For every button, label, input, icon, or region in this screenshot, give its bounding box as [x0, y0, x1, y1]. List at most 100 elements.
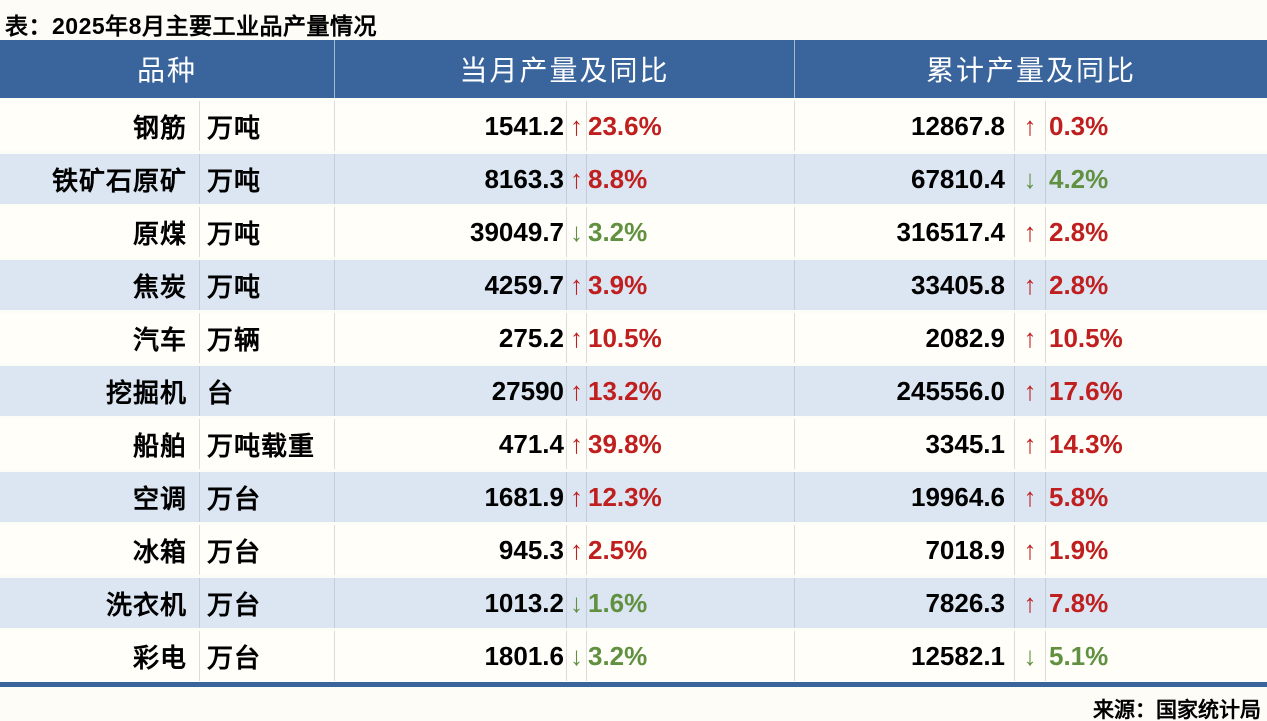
up-arrow-icon: ↑ — [1015, 578, 1046, 628]
product-unit: 万吨 — [200, 207, 335, 257]
cumulative-percent: 0.3% — [1049, 110, 1109, 141]
product-name: 铁矿石原矿 — [0, 154, 200, 204]
table-body: 钢筋 万吨 1541.2 ↑ 23.6% 12867.8 ↑ 0.3% 铁矿石原… — [0, 98, 1267, 681]
cumulative-value: 245556.0 — [795, 366, 1015, 416]
cumulative-value: 7826.3 — [795, 578, 1015, 628]
product-name: 空调 — [0, 472, 200, 522]
up-arrow-icon: ↑ — [1015, 101, 1046, 151]
industrial-output-table: 品种 当月产量及同比 累计产量及同比 钢筋 万吨 1541.2 ↑ 23.6% … — [0, 40, 1267, 681]
bottom-rule — [0, 682, 1267, 687]
product-name: 挖掘机 — [0, 366, 200, 416]
cumulative-percent: 2.8% — [1049, 216, 1109, 247]
table-row: 铁矿石原矿 万吨 8163.3 ↑ 8.8% 67810.4 ↓ 4.2% — [0, 151, 1267, 204]
month-percent: 3.9% — [587, 260, 795, 310]
month-percent: 10.5% — [587, 313, 795, 363]
down-arrow-icon: ↓ — [567, 207, 587, 257]
month-percent: 3.2% — [587, 207, 795, 257]
product-unit: 万台 — [200, 472, 335, 522]
up-arrow-icon: ↑ — [567, 525, 587, 575]
down-arrow-icon: ↓ — [567, 631, 587, 681]
month-percent: 23.6% — [587, 101, 795, 151]
month-value: 1801.6 — [335, 631, 567, 681]
month-percent: 12.3% — [587, 472, 795, 522]
product-name: 钢筋 — [0, 101, 200, 151]
month-value: 27590 — [335, 366, 567, 416]
cumulative-value: 3345.1 — [795, 419, 1015, 469]
up-arrow-icon: ↑ — [1015, 525, 1046, 575]
source-label: 来源：国家统计局 — [1093, 699, 1261, 721]
table-row: 钢筋 万吨 1541.2 ↑ 23.6% 12867.8 ↑ 0.3% — [0, 98, 1267, 151]
up-arrow-icon: ↑ — [567, 419, 587, 469]
cumulative-value: 2082.9 — [795, 313, 1015, 363]
month-percent: 13.2% — [587, 366, 795, 416]
cumulative-value: 19964.6 — [795, 472, 1015, 522]
cumulative-value: 12582.1 — [795, 631, 1015, 681]
month-value: 1541.2 — [335, 101, 567, 151]
product-name: 洗衣机 — [0, 578, 200, 628]
product-name: 冰箱 — [0, 525, 200, 575]
product-name: 原煤 — [0, 207, 200, 257]
month-percent: 3.2% — [587, 631, 795, 681]
cumulative-percent: 5.1% — [1049, 640, 1109, 671]
cumulative-value: 33405.8 — [795, 260, 1015, 310]
cumulative-percent: 2.8% — [1049, 269, 1109, 300]
cumulative-value: 12867.8 — [795, 101, 1015, 151]
month-value: 471.4 — [335, 419, 567, 469]
up-arrow-icon: ↑ — [1015, 313, 1046, 363]
table-title: 表：2025年8月主要工业品产量情况 — [5, 13, 377, 39]
cumulative-percent: 10.5% — [1049, 322, 1123, 353]
table-row: 汽车 万辆 275.2 ↑ 10.5% 2082.9 ↑ 10.5% — [0, 310, 1267, 363]
table-row: 空调 万台 1681.9 ↑ 12.3% 19964.6 ↑ 5.8% — [0, 469, 1267, 522]
month-value: 8163.3 — [335, 154, 567, 204]
month-percent: 8.8% — [587, 154, 795, 204]
month-percent: 1.6% — [587, 578, 795, 628]
up-arrow-icon: ↑ — [1015, 366, 1046, 416]
product-unit: 万台 — [200, 578, 335, 628]
product-name: 彩电 — [0, 631, 200, 681]
header-cumulative-output: 累计产量及同比 — [925, 56, 1136, 87]
product-unit: 万吨 — [200, 260, 335, 310]
cumulative-percent: 7.8% — [1049, 587, 1109, 618]
month-value: 39049.7 — [335, 207, 567, 257]
month-value: 1013.2 — [335, 578, 567, 628]
product-unit: 万吨载重 — [200, 419, 335, 469]
month-value: 4259.7 — [335, 260, 567, 310]
cumulative-value: 7018.9 — [795, 525, 1015, 575]
up-arrow-icon: ↑ — [1015, 207, 1046, 257]
month-percent: 39.8% — [587, 419, 795, 469]
month-value: 275.2 — [335, 313, 567, 363]
table-row: 船舶 万吨载重 471.4 ↑ 39.8% 3345.1 ↑ 14.3% — [0, 416, 1267, 469]
product-unit: 万辆 — [200, 313, 335, 363]
up-arrow-icon: ↑ — [567, 472, 587, 522]
product-unit: 台 — [200, 366, 335, 416]
down-arrow-icon: ↓ — [1015, 154, 1046, 204]
up-arrow-icon: ↑ — [567, 101, 587, 151]
month-percent: 2.5% — [587, 525, 795, 575]
month-value: 945.3 — [335, 525, 567, 575]
header-monthly-output: 当月产量及同比 — [335, 40, 795, 98]
up-arrow-icon: ↑ — [567, 154, 587, 204]
month-value: 1681.9 — [335, 472, 567, 522]
product-name: 焦炭 — [0, 260, 200, 310]
table-row: 洗衣机 万台 1013.2 ↓ 1.6% 7826.3 ↑ 7.8% — [0, 575, 1267, 628]
cumulative-percent: 4.2% — [1049, 163, 1109, 194]
product-unit: 万吨 — [200, 154, 335, 204]
header-category: 品种 — [0, 40, 335, 98]
cumulative-value: 67810.4 — [795, 154, 1015, 204]
cumulative-value: 316517.4 — [795, 207, 1015, 257]
up-arrow-icon: ↑ — [1015, 472, 1046, 522]
table-row: 冰箱 万台 945.3 ↑ 2.5% 7018.9 ↑ 1.9% — [0, 522, 1267, 575]
up-arrow-icon: ↑ — [567, 313, 587, 363]
table-header-row: 品种 当月产量及同比 累计产量及同比 — [0, 40, 1267, 98]
table-row: 挖掘机 台 27590 ↑ 13.2% 245556.0 ↑ 17.6% — [0, 363, 1267, 416]
cumulative-percent: 17.6% — [1049, 375, 1123, 406]
product-unit: 万台 — [200, 631, 335, 681]
cumulative-percent: 1.9% — [1049, 534, 1109, 565]
product-unit: 万台 — [200, 525, 335, 575]
product-name: 汽车 — [0, 313, 200, 363]
table-row: 原煤 万吨 39049.7 ↓ 3.2% 316517.4 ↑ 2.8% — [0, 204, 1267, 257]
table-row: 彩电 万台 1801.6 ↓ 3.2% 12582.1 ↓ 5.1% — [0, 628, 1267, 681]
up-arrow-icon: ↑ — [567, 366, 587, 416]
product-unit: 万吨 — [200, 101, 335, 151]
